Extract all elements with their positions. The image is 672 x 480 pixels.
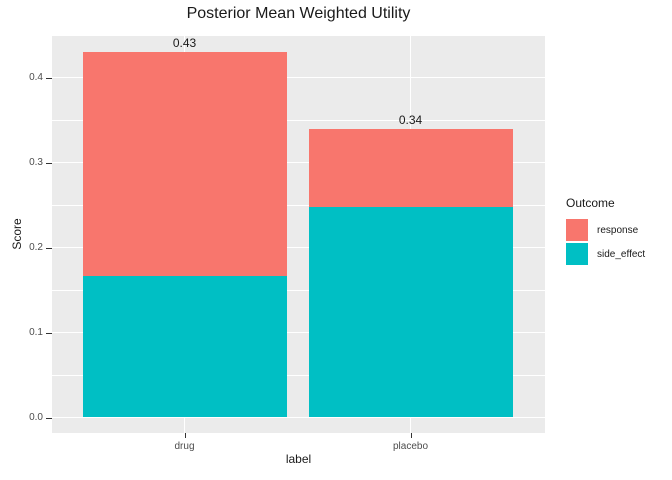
legend-key-side_effect: [566, 243, 588, 265]
legend-entries: response side_effect: [566, 219, 645, 265]
y-tick-mark: [46, 332, 52, 334]
x-tick-label: placebo: [392, 441, 429, 452]
y-tick-label: 0.3: [29, 156, 43, 168]
x-tick-label: drug: [174, 441, 195, 452]
gridline-minor: [52, 120, 545, 121]
plot-panel: 0.43 0.34: [52, 36, 545, 433]
legend-title: Outcome: [566, 196, 615, 210]
gridline-major: [52, 161, 545, 164]
y-tick-label: 0.1: [29, 326, 43, 338]
y-tick-mark: [46, 247, 52, 249]
legend: Outcome response side_effect: [566, 196, 645, 267]
bar-segment-side_effect: [82, 275, 287, 418]
bar-total-label: 0.43: [172, 35, 197, 50]
legend-entry-side_effect: side_effect: [566, 243, 645, 265]
legend-label: side_effect: [597, 248, 646, 260]
legend-label: response: [597, 224, 639, 236]
gridline-minor: [52, 290, 545, 291]
x-axis-title: label: [285, 452, 312, 466]
y-tick-mark: [46, 417, 52, 419]
chart-title: Posterior Mean Weighted Utility: [186, 5, 411, 22]
bar-segment-response: [308, 128, 513, 207]
y-tick-label: 0.2: [29, 241, 43, 253]
y-tick-mark: [46, 77, 52, 79]
gridline-major: [52, 246, 545, 249]
gridline-major: [52, 331, 545, 334]
y-tick-label: 0.4: [29, 71, 43, 83]
bar-total-label: 0.34: [398, 112, 423, 127]
bar-segment-side_effect: [308, 206, 513, 418]
legend-key-response: [566, 219, 588, 241]
x-tick-mark: [184, 433, 186, 438]
y-tick-mark: [46, 162, 52, 164]
gridline-minor: [52, 205, 545, 206]
gridline-minor: [52, 375, 545, 376]
x-tick-mark: [410, 433, 412, 438]
y-tick-label: 0.0: [29, 411, 43, 423]
gridline-major: [52, 416, 545, 419]
legend-entry-response: response: [566, 219, 645, 241]
bar-segment-response: [82, 52, 287, 276]
gridline-major: [52, 76, 545, 79]
